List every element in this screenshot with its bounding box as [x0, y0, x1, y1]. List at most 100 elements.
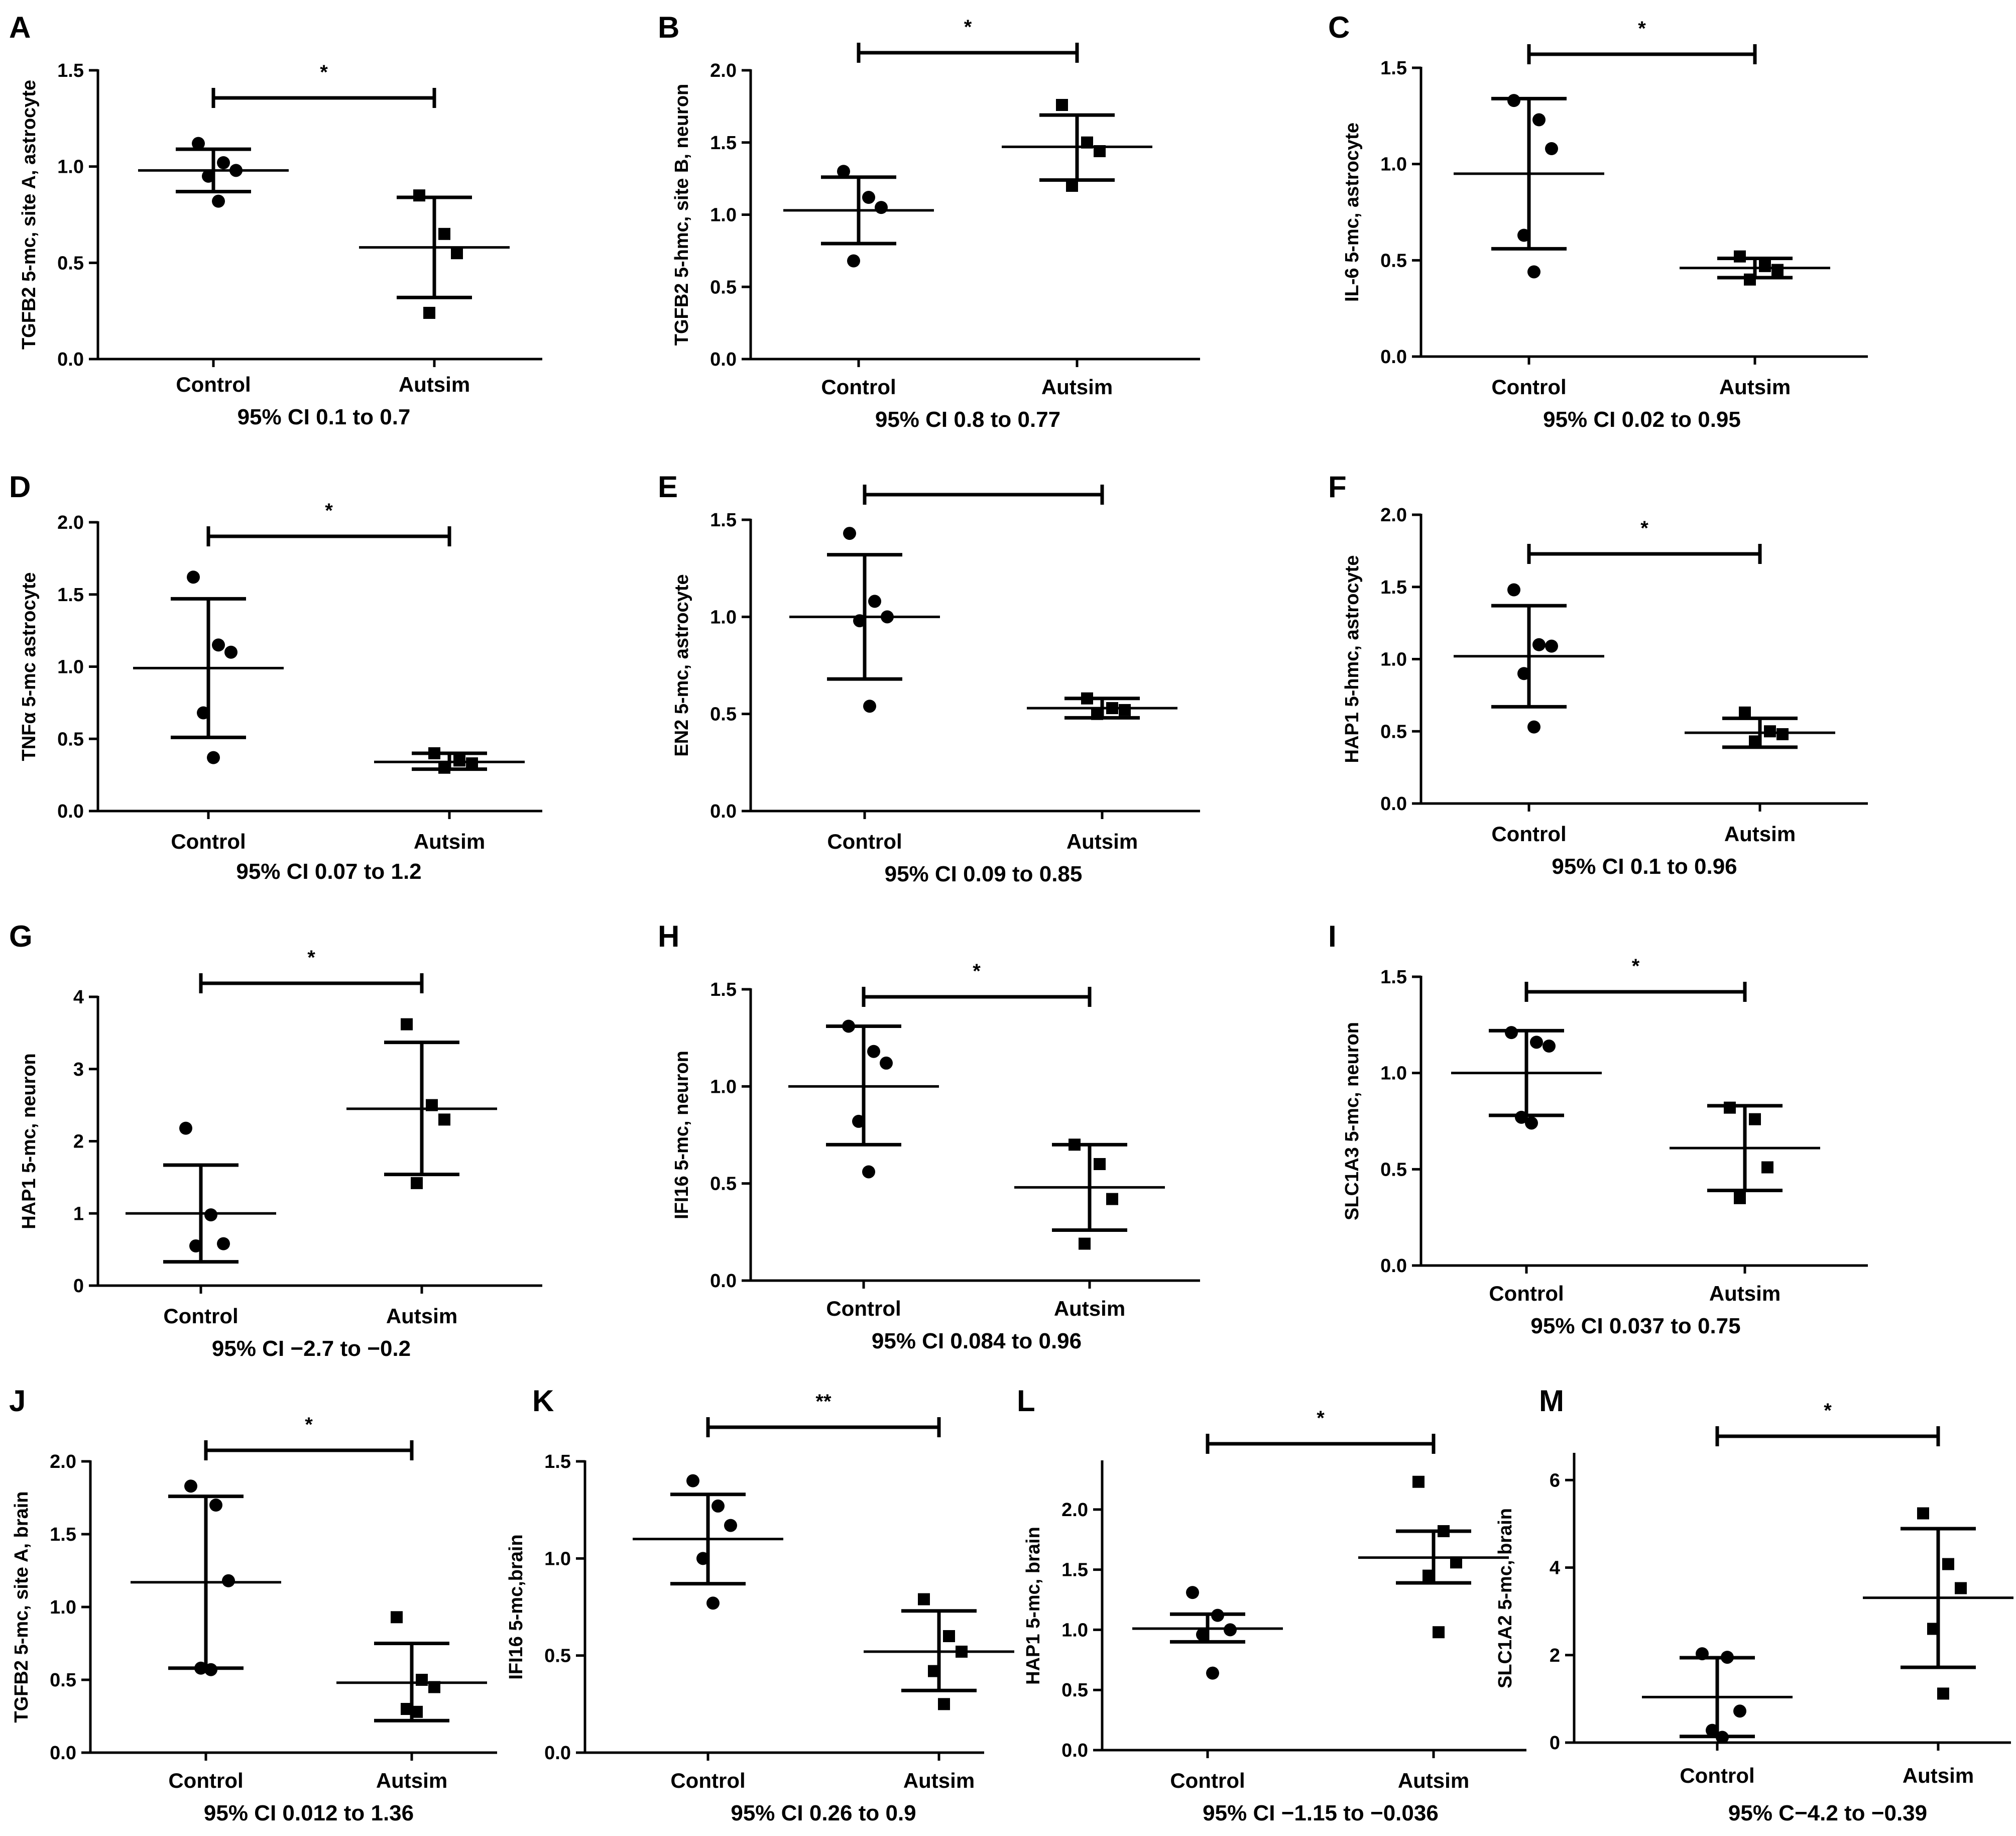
- y-tick-label: 0.5: [1380, 721, 1407, 742]
- data-point-control: [179, 1121, 192, 1135]
- category-label: Autsim: [1903, 1764, 1974, 1787]
- y-tick-label: 2.0: [1061, 1500, 1088, 1521]
- y-tick-label: 0.5: [50, 1670, 76, 1691]
- panel-l: L 0.0 0.5 1.0 1.5 2.0 HAP1 5-mc, brain Control A…: [1017, 1384, 1526, 1825]
- data-point-autsim: [438, 761, 450, 774]
- data-point-control: [1721, 1651, 1734, 1664]
- y-tick-label: 2: [73, 1131, 84, 1153]
- data-point-control: [868, 595, 881, 608]
- y-axis-title: HAP1 5-mc, brain: [1023, 1527, 1044, 1685]
- y-tick-label: 1.5: [1380, 967, 1407, 988]
- y-tick-label: 0: [73, 1276, 84, 1297]
- y-tick-label: 0.0: [57, 801, 84, 822]
- y-tick-label: 2.0: [50, 1451, 76, 1472]
- ci-footer: 95% CI 0.02 to 0.95: [1543, 407, 1741, 432]
- y-tick-label: 1.0: [544, 1548, 571, 1569]
- data-point-autsim: [416, 1674, 428, 1686]
- data-point-control: [852, 1114, 865, 1128]
- data-point-autsim: [1749, 735, 1761, 748]
- y-tick-label: 1.0: [710, 607, 737, 628]
- significance-marker: *: [305, 1414, 313, 1436]
- panel-label: H: [658, 920, 679, 953]
- y-tick-label: 0.0: [1380, 1255, 1407, 1277]
- category-label: Control: [1491, 822, 1566, 846]
- y-tick-label: 0.0: [1061, 1740, 1088, 1761]
- data-point-autsim: [1450, 1556, 1462, 1569]
- data-point-autsim: [1744, 273, 1756, 286]
- data-point-control: [880, 1056, 893, 1070]
- data-point-control: [187, 570, 200, 584]
- y-tick-label: 0.5: [710, 277, 737, 298]
- y-tick-label: 1.5: [1061, 1560, 1088, 1581]
- data-point-autsim: [426, 1099, 438, 1111]
- data-point-autsim: [1412, 1475, 1425, 1488]
- y-tick-label: 0.5: [1061, 1680, 1088, 1701]
- data-point-control: [212, 194, 225, 208]
- data-point-control: [686, 1474, 699, 1487]
- significance-marker: *: [964, 16, 972, 38]
- ci-footer: 95% CI −1.15 to −0.036: [1203, 1801, 1439, 1825]
- category-label: Autsim: [903, 1769, 975, 1792]
- data-point-autsim: [428, 747, 440, 759]
- y-axis-title: TGFB2 5-hmc, site B, neuron: [671, 84, 692, 346]
- data-point-autsim: [1094, 145, 1106, 157]
- data-point-autsim: [1094, 1158, 1106, 1170]
- y-tick-label: 1.0: [1061, 1620, 1088, 1641]
- data-point-autsim: [1739, 706, 1751, 719]
- y-tick-label: 4: [1550, 1558, 1560, 1579]
- panel-c: C 0.0 0.5 1.0 1.5 IL-6 5-mc, astrocyte Control…: [1328, 11, 1868, 432]
- data-point-autsim: [1069, 1138, 1081, 1151]
- y-tick-label: 0.0: [544, 1743, 571, 1764]
- ci-footer: 95% CI 0.012 to 1.36: [204, 1801, 414, 1825]
- category-label: Autsim: [1041, 375, 1113, 399]
- data-point-control: [1515, 1110, 1528, 1124]
- ci-footer: 95% CI 0.1 to 0.96: [1552, 854, 1737, 879]
- panel-a: A 0.0 0.5 1.0 1.5 TGFB2 5-mc, site A, astrocy…: [9, 11, 542, 429]
- data-point-autsim: [1761, 1161, 1773, 1174]
- data-point-control: [1530, 1036, 1543, 1049]
- significance-marker: **: [815, 1391, 832, 1413]
- significance-marker: *: [1632, 955, 1640, 977]
- data-point-autsim: [411, 1177, 423, 1189]
- data-point-autsim: [428, 1681, 440, 1693]
- data-point-control: [1706, 1724, 1719, 1737]
- data-point-control: [222, 1574, 235, 1587]
- ci-footer: 95% CI 0.09 to 0.85: [885, 862, 1083, 886]
- y-tick-label: 2.0: [57, 512, 84, 533]
- data-point-control: [204, 1208, 217, 1222]
- y-tick-label: 1.0: [1380, 154, 1407, 175]
- category-label: Control: [168, 1769, 243, 1792]
- y-tick-label: 0.5: [710, 704, 737, 725]
- y-tick-label: 0.0: [57, 349, 84, 370]
- data-point-control: [202, 169, 215, 183]
- y-tick-label: 6: [1550, 1470, 1560, 1491]
- y-tick-label: 3: [73, 1059, 84, 1080]
- data-point-autsim: [411, 1705, 423, 1718]
- data-point-control: [1186, 1586, 1199, 1599]
- data-point-autsim: [1056, 99, 1068, 111]
- ci-footer: 95% CI 0.26 to 0.9: [731, 1801, 916, 1825]
- category-label: Autsim: [376, 1769, 447, 1792]
- panel-j: J 0.0 0.5 1.0 1.5 2.0 TGFB2 5-mc, site A, brai…: [9, 1384, 497, 1825]
- data-point-autsim: [1764, 725, 1776, 738]
- category-label: Control: [163, 1304, 238, 1328]
- data-point-autsim: [918, 1593, 930, 1605]
- category-label: Control: [1491, 375, 1566, 399]
- data-point-control: [1211, 1609, 1224, 1622]
- data-point-autsim: [1119, 704, 1131, 716]
- data-point-control: [189, 1239, 202, 1252]
- data-point-control: [1532, 638, 1546, 651]
- category-label: Control: [176, 373, 251, 396]
- category-label: Control: [826, 1297, 901, 1320]
- y-axis-title: SLC1A3 5-mc, neuron: [1342, 1022, 1363, 1220]
- data-point-control: [862, 191, 875, 204]
- data-point-control: [224, 645, 238, 659]
- data-point-autsim: [453, 754, 465, 767]
- category-label: Control: [1170, 1769, 1245, 1792]
- data-point-control: [711, 1499, 725, 1513]
- data-point-autsim: [1079, 1237, 1091, 1250]
- significance-marker: *: [973, 960, 981, 982]
- data-point-control: [853, 614, 866, 628]
- data-point-control: [1733, 1704, 1746, 1718]
- data-point-control: [1696, 1647, 1709, 1661]
